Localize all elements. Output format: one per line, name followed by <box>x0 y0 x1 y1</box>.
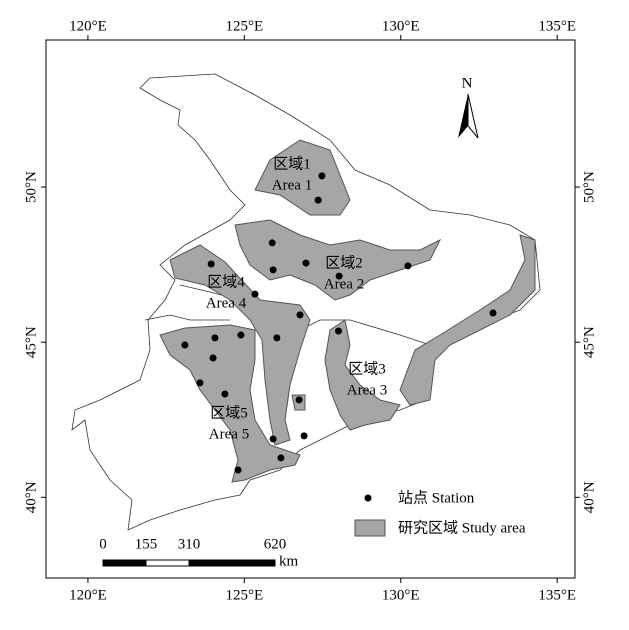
study-area-3 <box>324 319 401 431</box>
station <box>318 172 326 180</box>
x-tick-label: 130°E <box>382 587 420 603</box>
y-tick-label: 45°N <box>581 326 597 358</box>
station <box>237 331 245 339</box>
x-tick-label: 135°E <box>538 587 576 603</box>
station <box>234 466 242 474</box>
station <box>277 454 285 462</box>
area-label-cn: 区域2 <box>325 254 363 271</box>
y-tick-label: 50°N <box>23 171 39 203</box>
station <box>207 260 215 268</box>
area-label-cn: 区域1 <box>273 155 311 172</box>
study-area-1 <box>254 139 351 216</box>
y-tick-label: 40°N <box>581 481 597 513</box>
north-arrow <box>458 94 468 138</box>
station <box>196 379 204 387</box>
scale-label: 620 <box>264 536 287 552</box>
station <box>269 266 277 274</box>
legend-symbol <box>364 494 372 502</box>
area-label-en: Area 2 <box>324 276 364 292</box>
y-tick-label: 50°N <box>581 171 597 203</box>
scale-label: 310 <box>178 536 201 552</box>
area-label-en: Area 5 <box>209 426 249 442</box>
station <box>295 396 303 404</box>
area-label-en: Area 4 <box>206 295 247 311</box>
station <box>296 311 304 319</box>
station <box>221 390 229 398</box>
scale-segment <box>188 559 276 567</box>
area-label-cn: 区域3 <box>348 360 386 377</box>
study-area-2 <box>234 219 442 301</box>
station <box>404 262 412 270</box>
station <box>300 432 308 440</box>
legend-label: 研究区域 Study area <box>398 519 526 536</box>
north-arrow <box>467 93 479 139</box>
x-tick-label: 135°E <box>538 18 576 34</box>
study-area-4 <box>169 244 311 446</box>
north-label: N <box>462 75 473 91</box>
scale-segment <box>145 559 190 567</box>
area-label-cn: 区域4 <box>207 273 245 290</box>
station <box>211 334 219 342</box>
area-label-en: Area 1 <box>272 177 312 193</box>
station <box>209 354 217 362</box>
scale-label: 0 <box>99 536 107 552</box>
station <box>268 239 276 247</box>
y-tick-label: 45°N <box>23 326 39 358</box>
legend-label: 站点 Station <box>398 489 475 506</box>
area-label-cn: 区域5 <box>210 404 248 421</box>
x-tick-label: 130°E <box>382 18 420 34</box>
region-boundary <box>71 73 541 531</box>
station <box>489 309 497 317</box>
scale-label: 155 <box>135 536 158 552</box>
station <box>251 290 259 298</box>
y-tick-label: 40°N <box>23 481 39 513</box>
legend-symbol <box>354 519 386 537</box>
station <box>269 435 277 443</box>
station <box>334 327 342 335</box>
area-label-en: Area 3 <box>347 382 387 398</box>
study-area-2-east <box>399 234 536 406</box>
station <box>273 334 281 342</box>
station <box>181 341 189 349</box>
station <box>302 259 310 267</box>
scale-segment <box>102 559 147 567</box>
x-tick-label: 125°E <box>225 18 263 34</box>
station <box>314 196 322 204</box>
scale-unit: km <box>279 553 299 569</box>
x-tick-label: 125°E <box>225 587 263 603</box>
x-tick-label: 120°E <box>69 587 107 603</box>
study-area-5 <box>159 324 301 483</box>
station <box>335 272 343 280</box>
x-tick-label: 120°E <box>69 18 107 34</box>
